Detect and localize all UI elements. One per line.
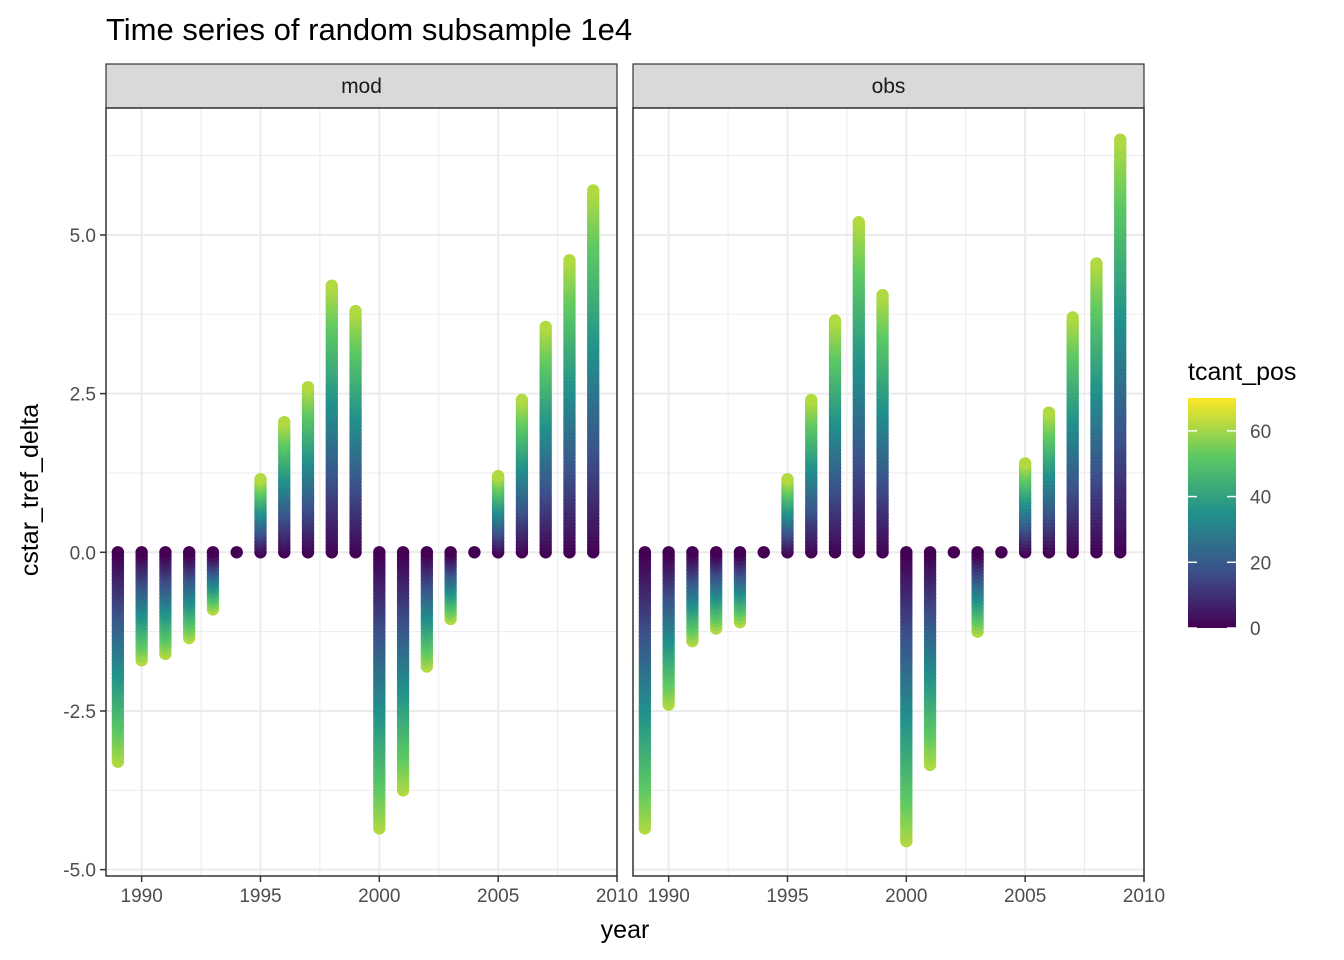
data-point bbox=[757, 546, 770, 559]
y-axis: -5.0 -2.5 0.0 2.5 5.0 bbox=[63, 226, 106, 882]
data-point bbox=[1114, 133, 1127, 146]
x-tick-label: 2000 bbox=[358, 886, 400, 907]
data-points bbox=[111, 184, 600, 835]
data-point bbox=[182, 546, 196, 559]
x-tick-label: 2010 bbox=[596, 886, 638, 907]
data-point bbox=[349, 304, 362, 318]
panel-obs: obs 1990 1995 2000 2005 2010 bbox=[632, 63, 1165, 907]
data-point bbox=[420, 546, 434, 559]
data-point bbox=[111, 546, 125, 559]
x-tick-label: 1990 bbox=[121, 886, 163, 907]
x-tick-label: 1990 bbox=[648, 886, 690, 907]
data-point bbox=[971, 546, 984, 559]
data-point bbox=[373, 546, 386, 559]
data-point bbox=[900, 546, 913, 559]
panel-border bbox=[632, 107, 1145, 877]
data-point bbox=[563, 254, 576, 267]
x-tick-label: 1995 bbox=[766, 886, 808, 907]
x-axis: 1990 1995 2000 2005 2010 bbox=[648, 876, 1165, 907]
y-axis-title: cstar_tref_delta bbox=[16, 404, 44, 576]
data-point bbox=[491, 469, 505, 483]
data-point bbox=[923, 546, 937, 559]
x-axis: 1990 1995 2000 2005 2010 bbox=[121, 876, 638, 907]
data-point bbox=[230, 546, 243, 559]
y-tick-label: -5.0 bbox=[63, 861, 96, 882]
data-point bbox=[444, 546, 457, 559]
chart-title: Time series of random subsample 1e4 bbox=[106, 12, 632, 47]
data-point bbox=[1090, 257, 1103, 270]
legend-colorbar bbox=[1188, 398, 1236, 628]
data-point bbox=[805, 393, 818, 407]
legend-title: tcant_pos bbox=[1188, 358, 1296, 386]
data-point bbox=[1042, 406, 1056, 419]
data-point bbox=[206, 546, 220, 559]
facet-label: obs bbox=[872, 75, 906, 98]
y-tick-label: 5.0 bbox=[70, 226, 96, 247]
color-legend: tcant_pos 0 20 40 60 bbox=[1188, 358, 1296, 640]
data-point bbox=[254, 473, 267, 486]
legend-tick-label: 20 bbox=[1250, 553, 1271, 574]
data-point bbox=[325, 279, 338, 292]
data-point bbox=[638, 546, 652, 559]
data-point bbox=[828, 314, 842, 327]
facet-label: mod bbox=[341, 75, 382, 98]
facet-strip bbox=[105, 63, 618, 109]
legend-tick-label: 0 bbox=[1250, 619, 1261, 640]
data-point bbox=[686, 546, 699, 559]
data-point bbox=[301, 381, 315, 394]
panel-border bbox=[105, 107, 618, 877]
x-tick-label: 2005 bbox=[1004, 886, 1046, 907]
data-point bbox=[515, 393, 529, 407]
data-point bbox=[995, 546, 1008, 559]
data-point bbox=[587, 184, 600, 197]
data-points bbox=[638, 133, 1127, 848]
data-point bbox=[709, 546, 723, 559]
data-point bbox=[468, 546, 481, 559]
data-point bbox=[278, 415, 291, 429]
data-point bbox=[539, 320, 552, 334]
x-axis-title: year bbox=[601, 916, 650, 944]
y-tick-label: -2.5 bbox=[63, 702, 96, 723]
x-tick-label: 2000 bbox=[885, 886, 927, 907]
y-tick-label: 2.5 bbox=[70, 385, 96, 406]
legend-tick-label: 60 bbox=[1250, 422, 1271, 443]
x-tick-label: 1995 bbox=[239, 886, 281, 907]
data-point bbox=[135, 546, 148, 559]
data-point bbox=[662, 546, 675, 559]
data-point bbox=[852, 216, 865, 229]
data-point bbox=[781, 473, 794, 486]
data-point bbox=[733, 546, 747, 559]
y-tick-label: 0.0 bbox=[70, 543, 96, 564]
x-tick-label: 2010 bbox=[1123, 886, 1165, 907]
data-point bbox=[876, 289, 889, 302]
data-point bbox=[1066, 311, 1079, 324]
data-point bbox=[159, 546, 172, 559]
panel-mod: mod 1990 1995 2000 2005 2010 -5.0 -2.5 0.0 2.5 5.0 bbox=[63, 63, 638, 907]
data-point bbox=[947, 546, 961, 559]
data-point bbox=[1018, 457, 1032, 470]
legend-tick-label: 40 bbox=[1250, 488, 1271, 509]
facet-strip bbox=[632, 63, 1145, 109]
x-tick-label: 2005 bbox=[477, 886, 519, 907]
data-point bbox=[396, 546, 410, 559]
